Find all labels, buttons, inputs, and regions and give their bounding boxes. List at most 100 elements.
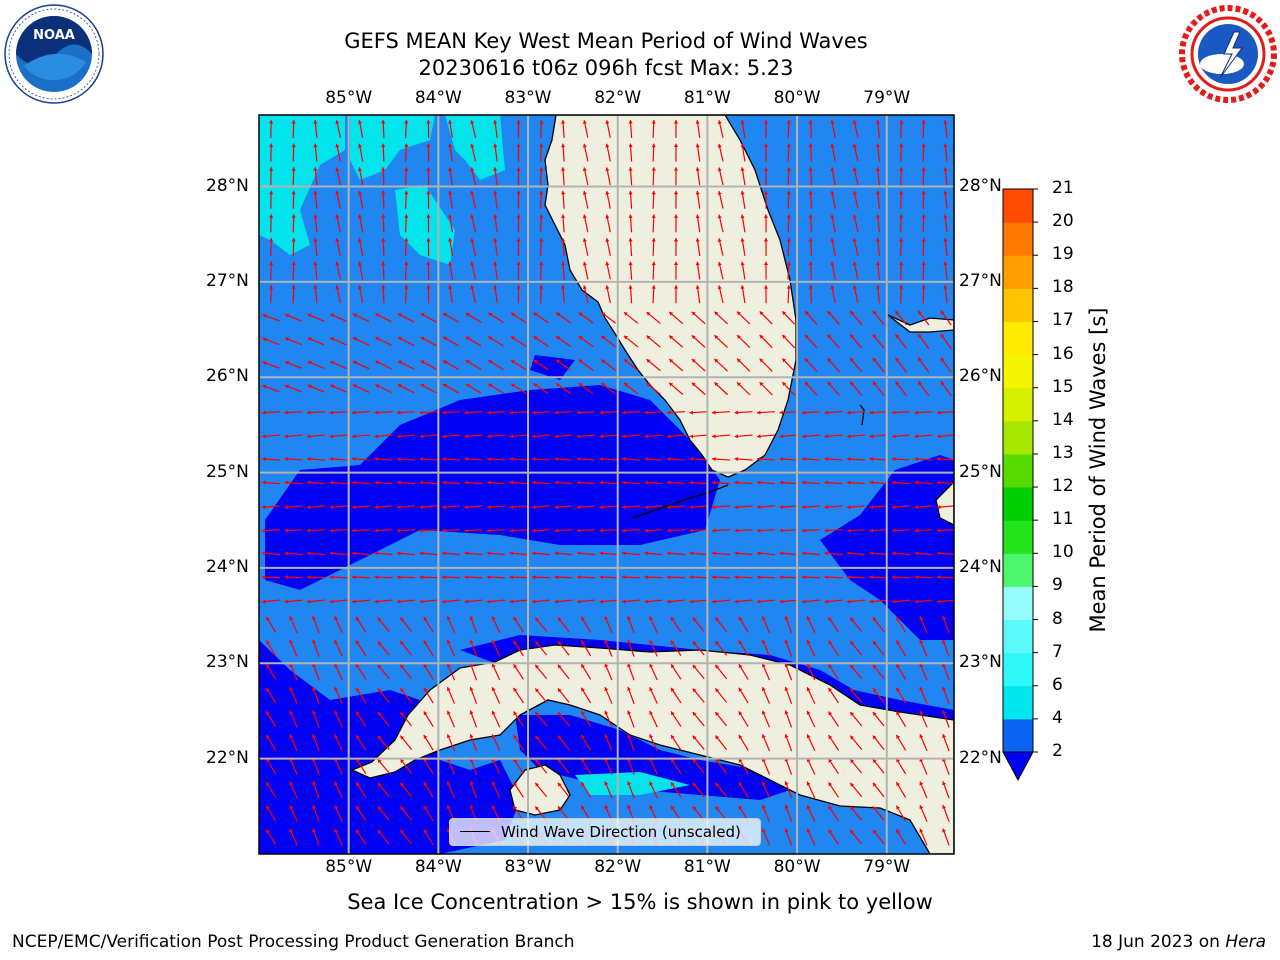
arrow-head-icon (535, 712, 540, 717)
arrow-head-icon (784, 734, 789, 739)
arrow-head-icon (582, 143, 587, 148)
arrow-head-icon (622, 528, 626, 533)
arrow-head-icon (940, 381, 945, 386)
arrow-head-icon (423, 687, 428, 692)
arrow-head-icon (470, 191, 475, 195)
arrow-head-icon (740, 238, 745, 242)
arrow-head-icon (850, 334, 854, 339)
arrow-head-icon (307, 313, 312, 318)
arrow-head-icon (892, 480, 896, 485)
arrow-head-icon (516, 214, 521, 218)
arrow-head-icon (604, 687, 609, 692)
arrow-head-icon (556, 312, 561, 317)
arrow-head-icon (691, 358, 696, 363)
arrow-head-icon (561, 238, 566, 242)
arrow-head-icon (784, 804, 789, 809)
arrow-head-icon (715, 641, 720, 646)
arrow-head-icon (872, 829, 877, 834)
arrow-head-icon (510, 312, 515, 317)
arrow-head-icon (784, 710, 789, 715)
arrow-head-icon (426, 214, 431, 218)
arrow-head-icon (352, 456, 356, 462)
arrow-head-icon (509, 505, 514, 510)
arrow-head-icon (262, 337, 267, 342)
arrow-head-icon (784, 828, 789, 833)
arrow-head-icon (335, 191, 340, 195)
arrow-head-icon (307, 360, 312, 365)
arrow-head-icon (470, 285, 475, 290)
arrow-head-icon (786, 143, 791, 148)
arrow-head-icon (419, 599, 424, 604)
arrow-head-icon (649, 734, 654, 739)
arrow-head-icon (556, 336, 561, 340)
arrow-head-icon (487, 434, 491, 439)
latitude-label: 27°N (959, 270, 1002, 291)
arrow-head-icon (352, 313, 357, 318)
arrow-head-icon (446, 710, 451, 715)
arrow-head-icon (307, 551, 311, 556)
arrow-head-icon (307, 480, 311, 485)
arrow-head-icon (377, 664, 382, 669)
latitude-label: 27°N (206, 270, 249, 291)
arrow-head-icon (557, 806, 562, 811)
arrow-head-icon (759, 382, 764, 387)
arrow-head-icon (423, 734, 428, 739)
colorbar-segment (1003, 189, 1033, 223)
arrow-head-icon (381, 120, 386, 124)
arrow-head-icon (847, 410, 851, 415)
arrow-head-icon (352, 575, 356, 580)
arrow-head-icon (671, 617, 675, 622)
period-contour-4-6 (445, 115, 505, 180)
arrow-head-icon (667, 480, 671, 485)
arrow-head-icon (940, 334, 945, 339)
arrow-head-icon (802, 434, 806, 439)
arrow-head-icon (335, 120, 340, 125)
arrow-head-icon (312, 663, 317, 668)
arrow-head-icon (285, 384, 290, 389)
arrow-head-icon (601, 312, 606, 317)
arrow-head-icon (313, 214, 318, 219)
arrow-head-icon (740, 167, 745, 172)
arrow-head-icon (578, 359, 583, 364)
arrow-head-icon (830, 238, 835, 242)
arrow-head-icon (667, 456, 671, 462)
latitude-label: 26°N (206, 366, 249, 387)
arrow-head-icon (470, 143, 475, 148)
arrow-head-icon (737, 382, 741, 387)
arrow-head-icon (899, 214, 904, 218)
arrow-head-icon (535, 641, 540, 646)
arrow-head-icon (896, 616, 900, 621)
arrow-head-icon (420, 384, 425, 388)
arrow-head-icon (377, 830, 382, 834)
arrow-head-icon (356, 640, 360, 645)
arrow-head-icon (604, 781, 609, 786)
arrow-head-icon (896, 640, 900, 645)
arrow-head-icon (734, 505, 739, 510)
arrow-head-icon (892, 551, 896, 556)
arrow-head-icon (330, 360, 335, 365)
arrow-head-icon (712, 528, 716, 533)
arrow-head-icon (469, 804, 474, 809)
arrow-head-icon (266, 616, 270, 621)
arrow-head-icon (918, 334, 922, 339)
arrow-head-icon (420, 336, 425, 341)
arrow-head-icon (892, 599, 896, 604)
arrow-head-icon (942, 686, 947, 691)
colorbar-tick-label: 17 (1052, 310, 1074, 331)
arrow-head-icon (404, 167, 409, 171)
arrow-head-icon (759, 311, 764, 316)
arrow-head-icon (757, 528, 761, 533)
arrow-head-icon (604, 805, 609, 810)
arrow-head-icon (329, 480, 334, 485)
arrow-head-icon (442, 434, 446, 439)
arrow-head-icon (804, 381, 809, 386)
arrow-head-icon (738, 734, 743, 739)
arrow-head-icon (539, 120, 544, 124)
arrow-head-icon (554, 410, 559, 415)
arrow-head-icon (714, 382, 719, 387)
arrow-head-icon (289, 781, 294, 786)
arrow-head-icon (604, 663, 609, 668)
arrow-head-icon (464, 456, 469, 462)
arrow-head-icon (291, 214, 296, 218)
arrow-head-icon (850, 759, 855, 764)
